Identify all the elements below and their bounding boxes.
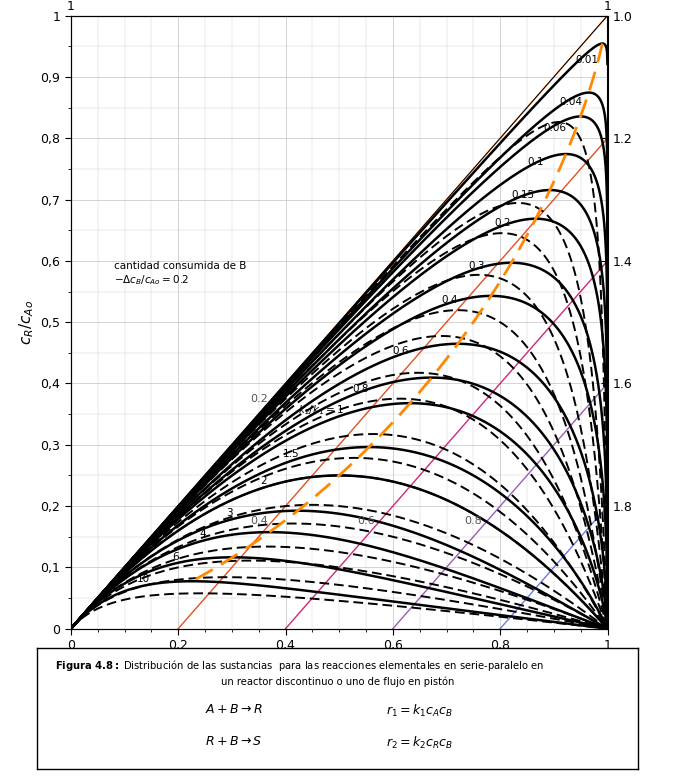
Text: $r_1 = k_1 c_A c_B$: $r_1 = k_1 c_A c_B$ — [385, 703, 453, 719]
Text: 2: 2 — [261, 476, 267, 486]
Text: 0.4: 0.4 — [250, 516, 267, 526]
Text: 0.6: 0.6 — [357, 516, 375, 526]
Text: 1: 1 — [67, 0, 75, 13]
Text: 0.01: 0.01 — [575, 55, 598, 66]
Text: 0.06: 0.06 — [543, 123, 566, 133]
Text: 0.8: 0.8 — [464, 516, 482, 526]
Text: 4: 4 — [199, 529, 206, 539]
Y-axis label: $c_R/c_{Ao}$: $c_R/c_{Ao}$ — [18, 300, 36, 344]
X-axis label: XA: XA — [329, 656, 350, 672]
Text: cantidad consumida de B
$-\Delta c_B/c_{Ao}=0.2$: cantidad consumida de B $-\Delta c_B/c_{… — [114, 261, 246, 287]
Text: $\mathbf{Figura\ 4.8:}$ Distribución de las sustancias  para las reacciones elem: $\mathbf{Figura\ 4.8:}$ Distribución de … — [55, 658, 545, 673]
Text: un reactor discontinuo o uno de flujo en pistón: un reactor discontinuo o uno de flujo en… — [221, 676, 454, 686]
Text: 1: 1 — [603, 0, 612, 13]
Text: 0.2: 0.2 — [250, 394, 267, 404]
Text: 0.1: 0.1 — [527, 157, 543, 167]
Text: 0.2: 0.2 — [495, 218, 511, 228]
Text: 0.6: 0.6 — [393, 346, 409, 356]
Text: 0.8: 0.8 — [352, 384, 369, 394]
Text: 10: 10 — [137, 574, 150, 584]
Text: $k_2/k_1=1$: $k_2/k_1=1$ — [298, 404, 344, 417]
Text: $A + B \rightarrow R$: $A + B \rightarrow R$ — [205, 703, 263, 715]
Text: 0.04: 0.04 — [559, 97, 583, 106]
Text: $r_2 = k_2 c_R c_B$: $r_2 = k_2 c_R c_B$ — [385, 736, 453, 751]
Text: $R + B \rightarrow S$: $R + B \rightarrow S$ — [205, 736, 263, 748]
Text: 6: 6 — [172, 551, 179, 562]
Text: 0.15: 0.15 — [511, 190, 534, 200]
Text: 0.3: 0.3 — [468, 261, 485, 271]
Text: 3: 3 — [226, 508, 232, 518]
Text: 0.4: 0.4 — [441, 295, 458, 305]
Text: 1.5: 1.5 — [283, 449, 299, 459]
